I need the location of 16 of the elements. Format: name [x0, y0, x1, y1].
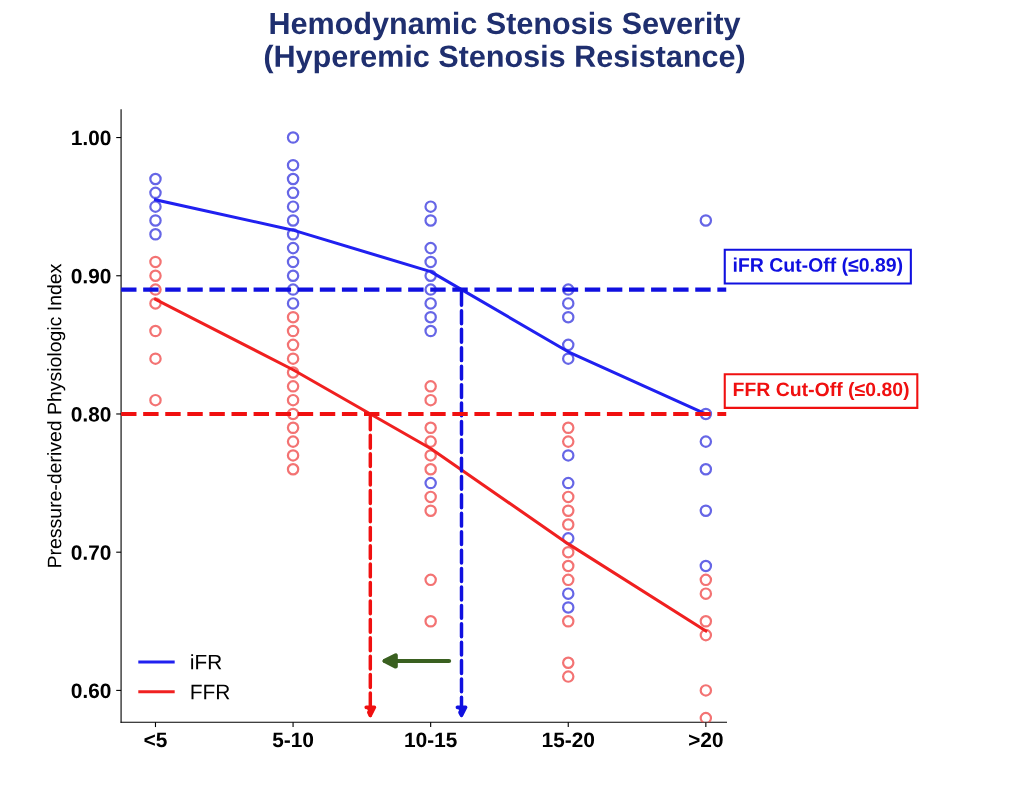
- y-tick-label: 1.00: [72, 130, 111, 146]
- legend-label: iFR: [191, 654, 222, 670]
- x-tick-label: 10-15: [405, 732, 457, 748]
- y-tick-label: 0.60: [71, 683, 111, 699]
- x-tick-label: >20: [689, 732, 723, 748]
- chart-title: Hemodynamic Stenosis Severity (Hyperemic Stenosis Resistance): [264, 11, 745, 74]
- x-tick-label: 15-20: [542, 732, 595, 748]
- y-tick-label: 0.70: [71, 545, 111, 560]
- legend-label: FFR: [191, 684, 230, 700]
- x-tick-label: <5: [144, 732, 167, 748]
- ref-line-label: iFR Cut-Off (≤0.89): [733, 257, 903, 276]
- y-axis-title: Pressure-derived Physiologic Index: [47, 263, 66, 567]
- y-tick-label: 0.90: [71, 268, 111, 284]
- x-tick-label: 5-10: [272, 732, 314, 748]
- y-tick-label: 0.80: [71, 406, 111, 422]
- ref-line-label: FFR Cut-Off (≤0.80): [733, 381, 909, 401]
